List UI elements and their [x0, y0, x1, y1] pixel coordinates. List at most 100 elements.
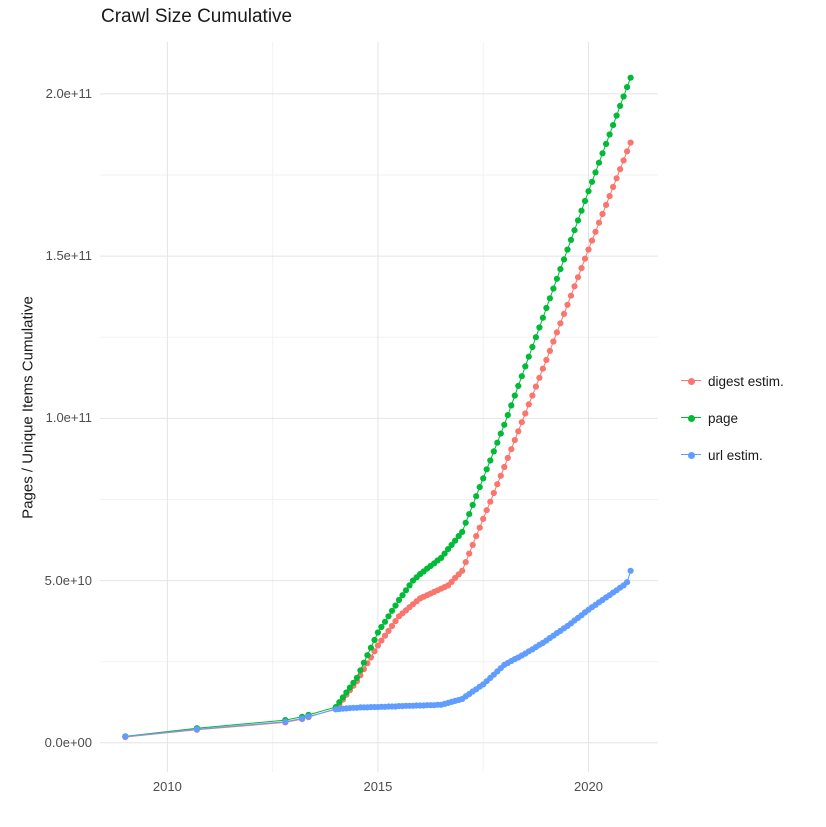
y-tick-label: 1.5e+11: [45, 248, 92, 264]
data-point: [406, 582, 413, 589]
data-point: [282, 718, 289, 725]
data-point: [578, 207, 585, 214]
data-point: [364, 652, 371, 659]
data-point: [581, 255, 589, 262]
data-point: [402, 587, 410, 594]
data-point: [610, 122, 617, 129]
data-point: [613, 112, 620, 119]
data-point: [374, 642, 381, 649]
data-point: [553, 329, 560, 336]
data-point: [532, 334, 539, 341]
y-tick-label: 2.0e+11: [45, 85, 92, 101]
data-point: [578, 265, 585, 272]
plot-panel: [100, 42, 658, 772]
data-point: [525, 401, 532, 408]
data-point: [504, 454, 511, 461]
data-point: [546, 295, 553, 302]
data-point: [620, 157, 627, 164]
data-point: [511, 392, 518, 399]
data-point: [378, 637, 385, 644]
data-point: [539, 314, 546, 321]
data-point: [588, 237, 596, 244]
data-point: [624, 579, 631, 586]
data-point: [374, 629, 381, 636]
data-point: [490, 489, 497, 497]
data-point: [595, 159, 603, 166]
data-point: [518, 373, 525, 380]
data-point: [515, 428, 522, 435]
data-point: [567, 236, 575, 243]
data-point: [193, 726, 200, 733]
data-point: [603, 201, 610, 208]
plot-area: [100, 42, 658, 772]
data-point: [571, 227, 578, 234]
data-point: [574, 217, 582, 224]
data-point: [371, 636, 378, 644]
legend-key-point-icon: [681, 408, 701, 428]
data-point: [585, 246, 592, 253]
y-tick-label: 0.0e+00: [44, 734, 92, 750]
data-point: [606, 193, 613, 200]
data-point: [392, 602, 399, 609]
data-point: [497, 430, 504, 437]
data-point: [588, 178, 596, 185]
data-point: [480, 515, 487, 522]
y-tick-label: 1.0e+11: [45, 410, 92, 426]
data-point: [476, 524, 483, 531]
data-point: [378, 623, 385, 631]
data-point: [518, 419, 525, 426]
data-point: [617, 102, 624, 109]
data-point: [627, 139, 634, 146]
legend-key-point-icon: [681, 445, 701, 465]
data-point: [624, 148, 631, 155]
data-point: [360, 659, 367, 666]
data-point: [305, 713, 312, 720]
data-point: [557, 320, 564, 327]
legend-label: digest estim.: [708, 373, 784, 389]
data-point: [529, 392, 536, 399]
data-point: [532, 383, 539, 390]
data-point: [571, 283, 578, 290]
data-point: [504, 412, 511, 419]
legend-item-url-estim: url estim.: [681, 445, 784, 465]
data-point: [497, 472, 504, 479]
data-point: [385, 627, 392, 635]
data-point: [459, 528, 466, 535]
data-point: [441, 550, 448, 557]
legend-label: page: [708, 410, 739, 426]
x-tick-label: 2010: [152, 779, 182, 794]
data-point: [350, 679, 357, 686]
data-point: [462, 519, 469, 526]
data-point: [529, 343, 536, 351]
data-point: [624, 84, 631, 91]
data-point: [599, 150, 606, 157]
data-point: [603, 140, 610, 147]
data-point: [508, 402, 515, 409]
data-point: [473, 493, 480, 500]
data-point: [455, 533, 462, 540]
data-point: [299, 715, 306, 722]
data-point: [452, 537, 459, 544]
data-point: [620, 93, 627, 100]
data-point: [381, 632, 389, 639]
data-point: [501, 463, 508, 471]
data-point: [606, 131, 613, 138]
y-tick-label: 5.0e+10: [44, 572, 92, 588]
data-point: [511, 437, 518, 444]
data-point: [445, 546, 452, 553]
data-point: [494, 439, 501, 446]
y-axis-title: Pages / Unique Items Cumulative: [19, 296, 37, 519]
data-point: [613, 175, 620, 182]
data-point: [480, 475, 487, 482]
data-point: [536, 324, 543, 331]
data-point: [392, 618, 399, 625]
data-point: [567, 292, 575, 299]
data-point: [469, 541, 476, 548]
data-point: [381, 618, 389, 625]
data-point: [581, 197, 589, 205]
data-point: [592, 228, 599, 235]
data-point: [122, 733, 129, 740]
data-point: [557, 266, 564, 273]
data-point: [336, 699, 343, 706]
